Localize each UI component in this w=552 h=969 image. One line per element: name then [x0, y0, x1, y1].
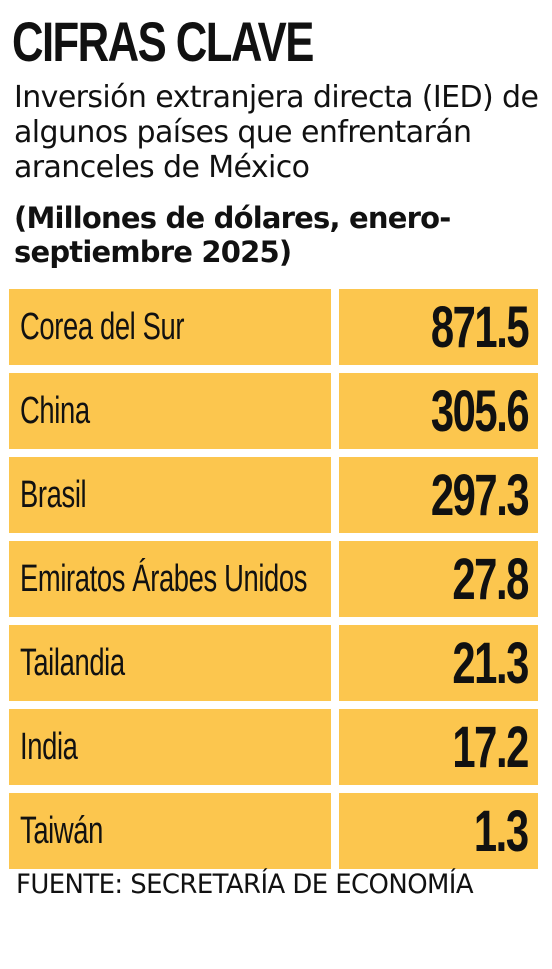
cell-divider: [331, 625, 339, 701]
table-row: Tailandia 21.3: [9, 625, 538, 701]
country-label: India: [20, 725, 78, 768]
cell-divider: [331, 793, 339, 869]
country-cell: Corea del Sur: [9, 289, 331, 365]
cell-divider: [331, 373, 339, 449]
value-label: 17.2: [452, 714, 529, 780]
value-cell: 27.8: [339, 541, 538, 617]
cell-divider: [331, 541, 339, 617]
country-cell: India: [9, 709, 331, 785]
chart-title: CIFRAS CLAVE: [12, 10, 314, 73]
table-row: Emiratos Árabes Unidos 27.8: [9, 541, 538, 617]
value-label: 21.3: [452, 630, 529, 696]
country-cell: Emiratos Árabes Unidos: [9, 541, 331, 617]
country-label: Brasil: [20, 473, 87, 516]
value-label: 1.3: [474, 798, 529, 864]
country-cell: China: [9, 373, 331, 449]
value-label: 871.5: [430, 294, 530, 360]
country-cell: Tailandia: [9, 625, 331, 701]
data-table: Corea del Sur 871.5 China 305.6 Brasil 297.3 E…: [9, 289, 538, 877]
table-row: Corea del Sur 871.5: [9, 289, 538, 365]
country-cell: Brasil: [9, 457, 331, 533]
table-row: Taiwán 1.3: [9, 793, 538, 869]
value-cell: 305.6: [339, 373, 538, 449]
value-cell: 871.5: [339, 289, 538, 365]
cell-divider: [331, 289, 339, 365]
value-cell: 21.3: [339, 625, 538, 701]
source-note: FUENTE: SECRETARÍA DE ECONOMÍA: [16, 869, 474, 900]
country-label: Corea del Sur: [20, 305, 185, 348]
value-label: 305.6: [430, 378, 530, 444]
chart-subtitle: Inversión extranjera directa (IED) de al…: [14, 80, 539, 185]
country-label: China: [20, 389, 90, 432]
country-label: Taiwán: [20, 809, 104, 852]
value-cell: 1.3: [339, 793, 538, 869]
table-row: China 305.6: [9, 373, 538, 449]
value-cell: 17.2: [339, 709, 538, 785]
country-cell: Taiwán: [9, 793, 331, 869]
units-note: (Millones de dólares, enero-septiembre 2…: [14, 201, 451, 269]
cell-divider: [331, 457, 339, 533]
country-label: Tailandia: [20, 641, 125, 684]
cell-divider: [331, 709, 339, 785]
country-label: Emiratos Árabes Unidos: [20, 557, 308, 600]
table-row: Brasil 297.3: [9, 457, 538, 533]
value-label: 27.8: [452, 546, 529, 612]
value-label: 297.3: [430, 462, 530, 528]
table-row: India 17.2: [9, 709, 538, 785]
value-cell: 297.3: [339, 457, 538, 533]
